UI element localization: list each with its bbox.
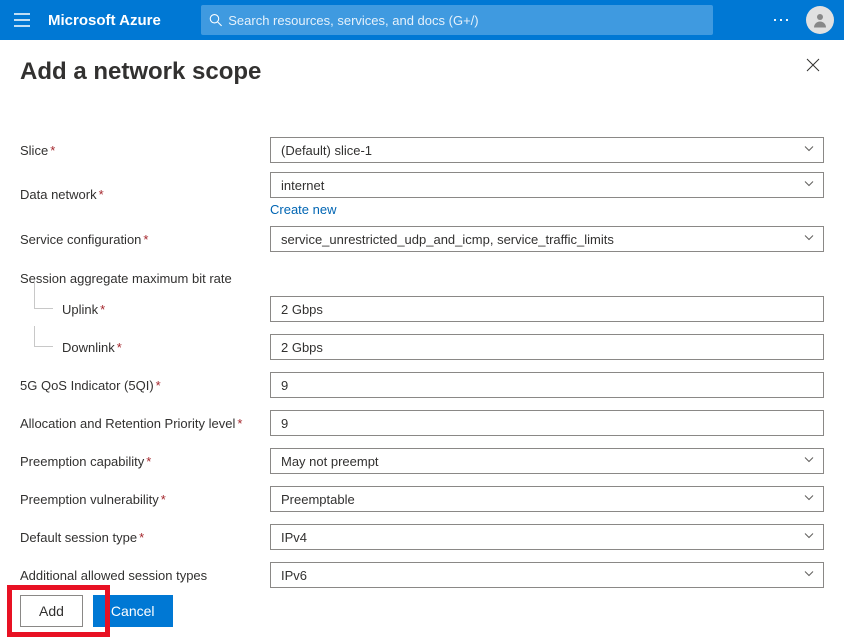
chevron-down-icon	[803, 454, 815, 469]
panel-footer: Add Cancel	[0, 583, 844, 641]
search-input[interactable]	[228, 13, 705, 28]
uplink-input[interactable]: 2 Gbps	[270, 296, 824, 322]
chevron-down-icon	[803, 492, 815, 507]
panel-title: Add a network scope	[20, 58, 824, 86]
search-icon	[209, 13, 222, 27]
chevron-down-icon	[803, 568, 815, 583]
additional-session-label: Additional allowed session types	[20, 568, 270, 583]
service-config-select[interactable]: service_unrestricted_udp_and_icmp, servi…	[270, 226, 824, 252]
preempt-cap-label: Preemption capability*	[20, 454, 270, 469]
person-icon	[811, 11, 829, 29]
qos-label: 5G QoS Indicator (5QI)*	[20, 378, 270, 393]
uplink-label: Uplink*	[20, 294, 270, 324]
preempt-vuln-label: Preemption vulnerability*	[20, 492, 270, 507]
chevron-down-icon	[803, 530, 815, 545]
global-search[interactable]	[201, 5, 713, 35]
preempt-vuln-select[interactable]: Preemptable	[270, 486, 824, 512]
additional-session-value: IPv6	[281, 568, 307, 583]
data-network-label: Data network*	[20, 187, 270, 202]
close-icon	[806, 58, 820, 72]
create-new-link[interactable]: Create new	[270, 202, 336, 217]
add-network-scope-panel: Add a network scope Slice* (Default) sli…	[0, 40, 844, 641]
data-network-value: internet	[281, 178, 324, 193]
cancel-button[interactable]: Cancel	[93, 595, 173, 627]
preempt-vuln-value: Preemptable	[281, 492, 355, 507]
qos-input[interactable]: 9	[270, 372, 824, 398]
arp-input[interactable]: 9	[270, 410, 824, 436]
slice-label: Slice*	[20, 143, 270, 158]
default-session-label: Default session type*	[20, 530, 270, 545]
preempt-cap-select[interactable]: May not preempt	[270, 448, 824, 474]
chevron-down-icon	[803, 178, 815, 193]
hamburger-menu[interactable]	[0, 0, 44, 40]
downlink-label: Downlink*	[20, 332, 270, 362]
azure-topbar: Microsoft Azure ⋯	[0, 0, 844, 40]
slice-value: (Default) slice-1	[281, 143, 372, 158]
arp-label: Allocation and Retention Priority level*	[20, 416, 270, 431]
more-menu-icon[interactable]: ⋯	[764, 10, 800, 31]
brand-label: Microsoft Azure	[48, 12, 161, 29]
form: Slice* (Default) slice-1 Data network* i…	[20, 134, 824, 591]
session-aggregate-label: Session aggregate maximum bit rate	[20, 271, 270, 286]
data-network-select[interactable]: internet	[270, 172, 824, 198]
preempt-cap-value: May not preempt	[281, 454, 379, 469]
chevron-down-icon	[803, 232, 815, 247]
user-avatar[interactable]	[806, 6, 834, 34]
slice-select[interactable]: (Default) slice-1	[270, 137, 824, 163]
downlink-input[interactable]: 2 Gbps	[270, 334, 824, 360]
service-config-value: service_unrestricted_udp_and_icmp, servi…	[281, 232, 614, 247]
default-session-value: IPv4	[281, 530, 307, 545]
default-session-select[interactable]: IPv4	[270, 524, 824, 550]
service-config-label: Service configuration*	[20, 232, 270, 247]
chevron-down-icon	[803, 143, 815, 158]
add-button[interactable]: Add	[20, 595, 83, 627]
close-button[interactable]	[806, 58, 820, 75]
